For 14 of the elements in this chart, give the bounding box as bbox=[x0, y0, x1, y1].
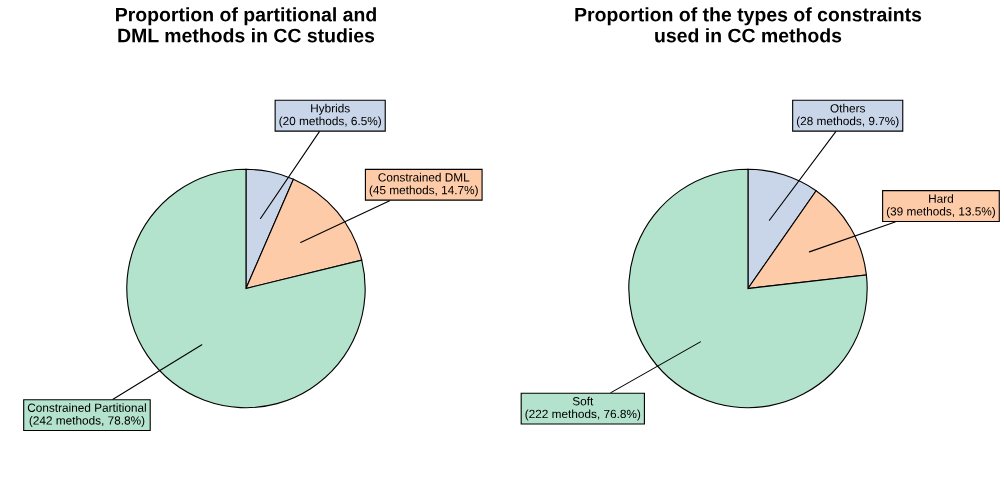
data-label: (20 methods, 6.5%) bbox=[279, 116, 381, 128]
data-label: (45 methods, 14.7%) bbox=[369, 185, 478, 197]
chart-title: Proportion of the types of constraints used in CC methods bbox=[575, 7, 922, 43]
slice-label: Constrained DML bbox=[378, 172, 470, 182]
slice-label: Hybrids bbox=[311, 103, 350, 115]
data-label: (242 methods, 78.8%) bbox=[29, 415, 145, 427]
slice-label: Constrained Partitional bbox=[27, 403, 146, 412]
data-label: (222 methods, 76.8%) bbox=[525, 409, 641, 421]
slice-label: Hard bbox=[929, 194, 953, 203]
data-label: (28 methods, 9.7%) bbox=[796, 116, 899, 128]
data-label: (39 methods, 13.5%) bbox=[886, 206, 996, 218]
slice-label: Others bbox=[830, 103, 865, 113]
slice-label: Soft bbox=[572, 396, 594, 406]
chart-title: Proportion of partitional and DML methods in CC studies bbox=[116, 7, 376, 43]
